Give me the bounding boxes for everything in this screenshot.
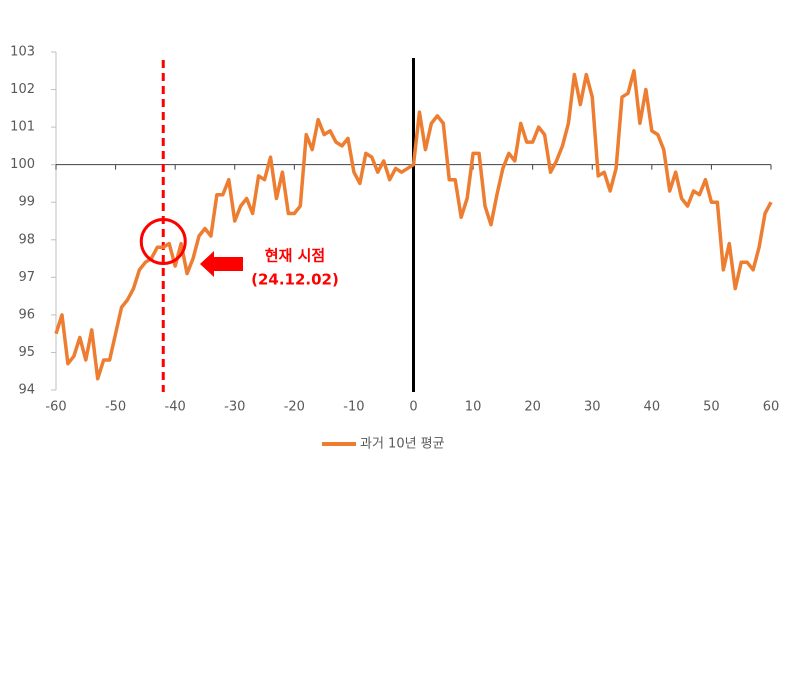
y-tick-label: 97	[18, 270, 35, 285]
x-tick-label: 50	[703, 400, 720, 415]
y-tick-label: 98	[18, 232, 35, 247]
x-tick-label: -30	[224, 400, 245, 415]
y-tick-label: 95	[18, 345, 35, 360]
x-tick-label: -50	[105, 400, 126, 415]
y-tick-label: 103	[10, 45, 35, 60]
annotation-text: (24.12.02)	[251, 271, 339, 289]
highlight-circle	[139, 218, 187, 266]
annotation-text: 현재 시점	[265, 247, 325, 265]
x-tick-label: -20	[284, 400, 305, 415]
x-tick-label: 40	[644, 400, 661, 415]
y-tick-label: 102	[10, 82, 35, 97]
x-tick-label: -10	[343, 400, 364, 415]
x-tick-label: 30	[584, 400, 601, 415]
y-tick-label: 100	[10, 157, 35, 172]
y-tick-label: 96	[18, 307, 35, 322]
y-tick-label: 101	[10, 120, 35, 135]
y-tick-label: 99	[18, 195, 35, 210]
arrow	[200, 251, 243, 277]
x-tick-label: 20	[524, 400, 541, 415]
x-tick-label: 60	[763, 400, 780, 415]
x-tick-label: -40	[165, 400, 186, 415]
data-line	[54, 69, 773, 381]
legend-label: 과거 10년 평균	[360, 437, 445, 452]
x-tick-label: 0	[409, 400, 417, 415]
x-tick-label: 10	[465, 400, 482, 415]
y-tick-label: 94	[18, 383, 35, 398]
x-tick-label: -60	[45, 400, 66, 415]
